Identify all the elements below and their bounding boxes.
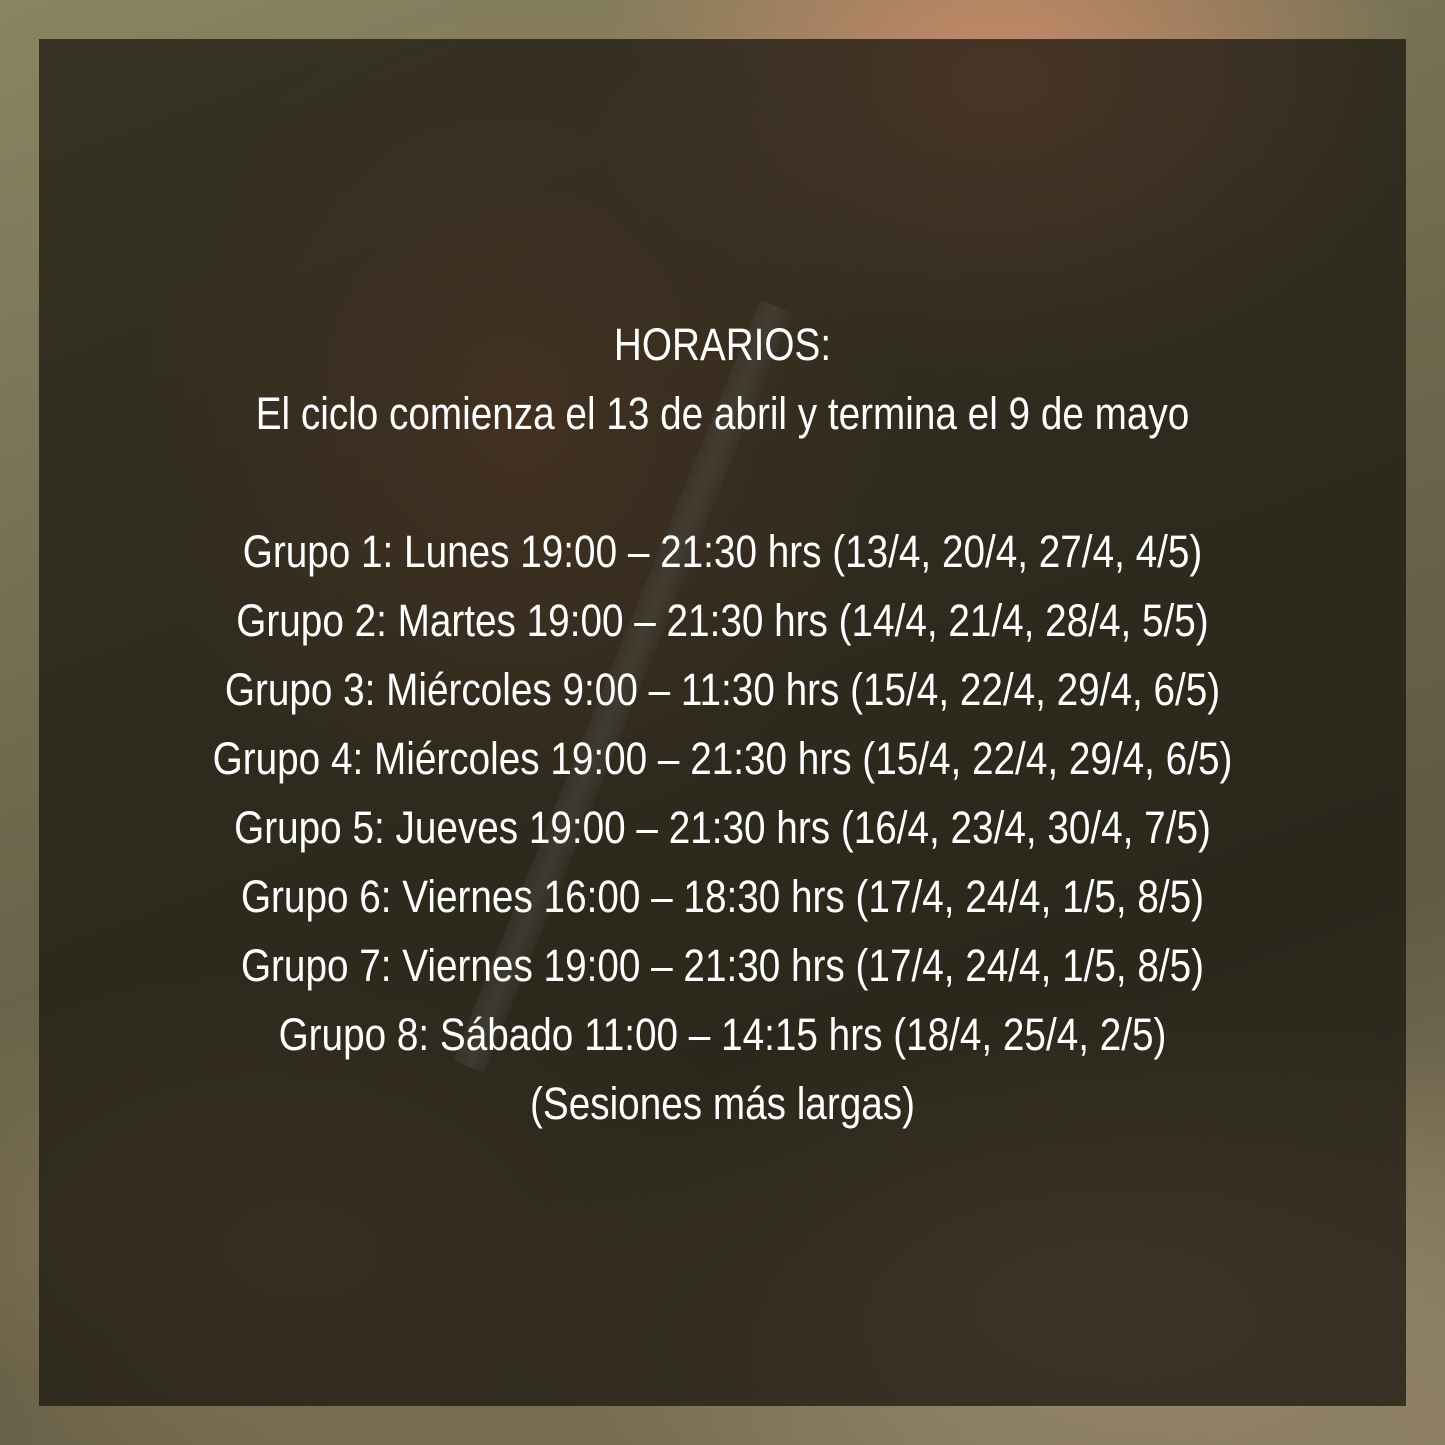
dark-overlay-panel xyxy=(39,39,1406,1406)
note: (Sesiones más largas) xyxy=(529,1078,915,1129)
title: HORARIOS: xyxy=(613,319,832,370)
group-line: Grupo 5: Jueves 19:00 – 21:30 hrs (16/4,… xyxy=(234,802,1211,853)
group-line: Grupo 7: Viernes 19:00 – 21:30 hrs (17/4… xyxy=(240,940,1205,991)
group-line: Grupo 4: Miércoles 19:00 – 21:30 hrs (15… xyxy=(212,733,1233,784)
group-line: Grupo 1: Lunes 19:00 – 21:30 hrs (13/4, … xyxy=(242,526,1203,577)
group-line: Grupo 6: Viernes 16:00 – 18:30 hrs (17/4… xyxy=(240,871,1205,922)
schedule-text: HORARIOS: El ciclo comienza el 13 de abr… xyxy=(0,310,1445,1138)
group-line: Grupo 2: Martes 19:00 – 21:30 hrs (14/4,… xyxy=(236,595,1209,646)
group-line: Grupo 8: Sábado 11:00 – 14:15 hrs (18/4,… xyxy=(278,1009,1167,1060)
group-line: Grupo 3: Miércoles 9:00 – 11:30 hrs (15/… xyxy=(224,664,1221,715)
subtitle: El ciclo comienza el 13 de abril y termi… xyxy=(255,388,1190,439)
